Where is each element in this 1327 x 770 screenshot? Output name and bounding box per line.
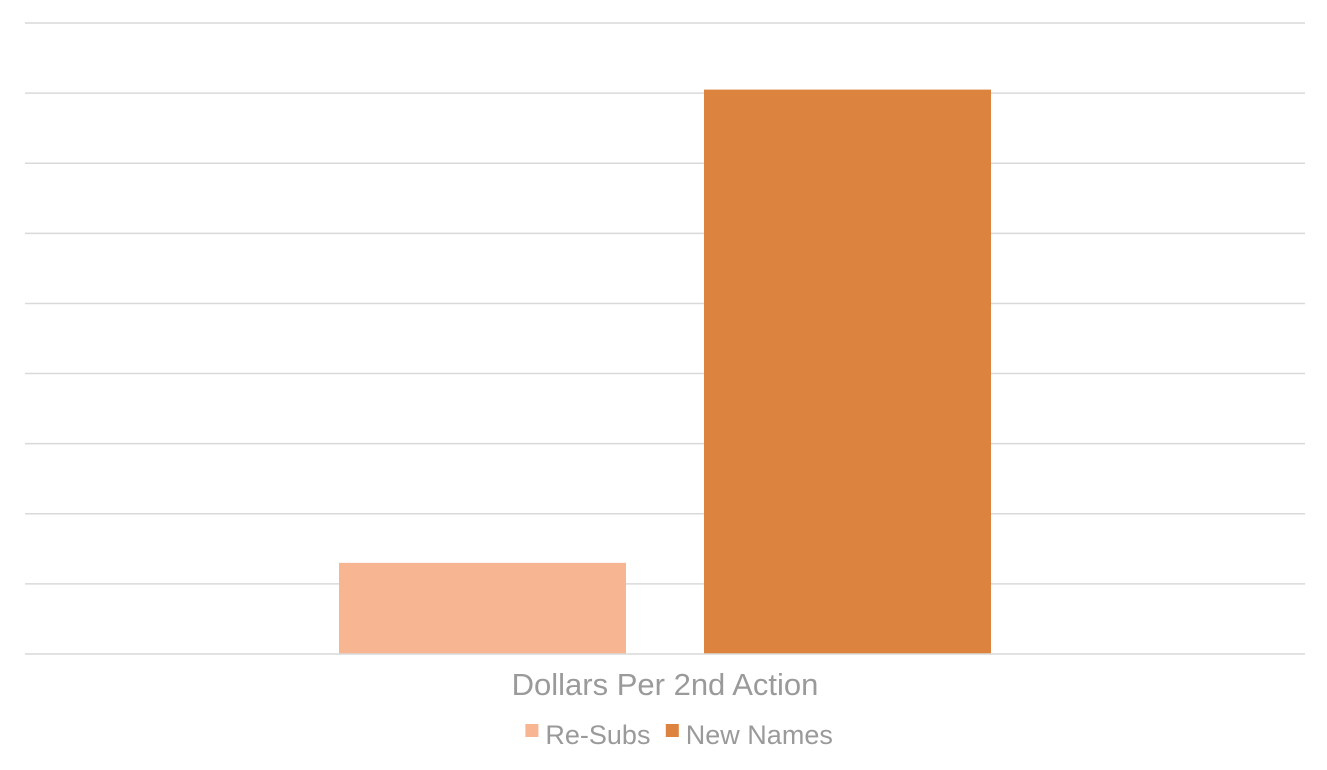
category-label: Dollars Per 2nd Action xyxy=(512,667,819,702)
legend-label-re-subs: Re-Subs xyxy=(545,720,650,750)
legend: Re-Subs New Names xyxy=(525,720,833,750)
bars xyxy=(339,89,991,655)
legend-swatch-new-names xyxy=(665,724,679,737)
gridlines xyxy=(25,22,1305,585)
legend-item-new-names: New Names xyxy=(665,720,833,750)
bar-re-subs xyxy=(339,562,626,654)
category-labels: Dollars Per 2nd Action xyxy=(512,667,819,702)
bar-new-names xyxy=(704,89,991,655)
legend-label-new-names: New Names xyxy=(686,720,833,750)
legend-item-re-subs: Re-Subs xyxy=(525,720,650,750)
legend-swatch-re-subs xyxy=(525,724,539,737)
